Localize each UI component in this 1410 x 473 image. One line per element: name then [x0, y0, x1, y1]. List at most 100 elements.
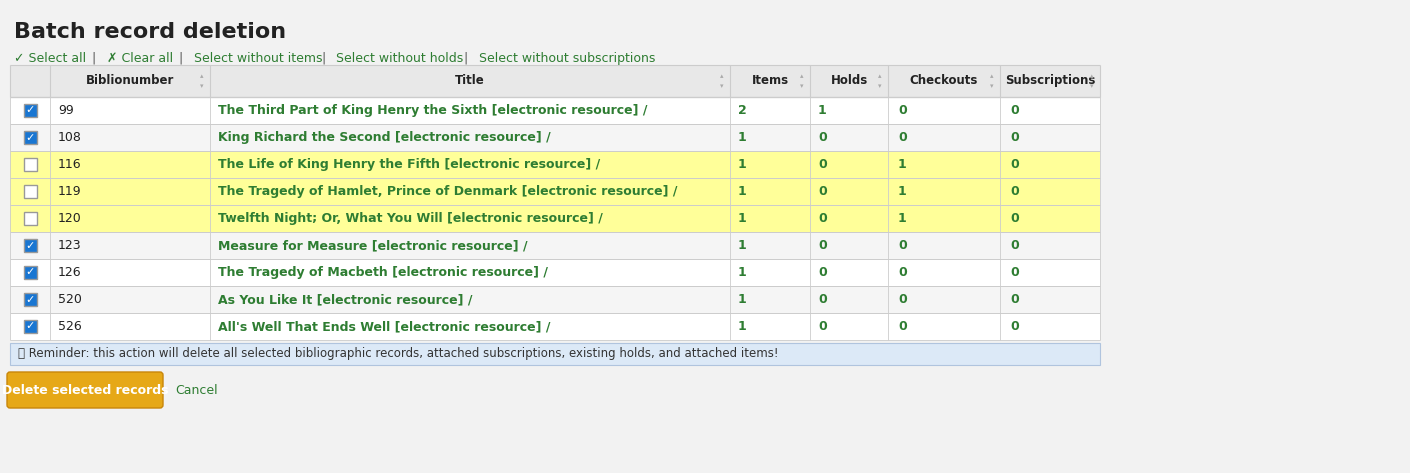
Text: 1: 1 [737, 320, 747, 333]
Text: ▾: ▾ [878, 83, 881, 89]
Text: Title: Title [455, 75, 485, 88]
Bar [10, 313, 1100, 340]
Text: 120: 120 [58, 212, 82, 225]
Text: ✗ Clear all: ✗ Clear all [107, 52, 173, 65]
Text: ▴: ▴ [721, 73, 723, 79]
Text: ✓: ✓ [25, 268, 35, 278]
Text: 0: 0 [1010, 266, 1019, 279]
Text: 0: 0 [818, 293, 826, 306]
Text: 0: 0 [1010, 293, 1019, 306]
Text: |: | [461, 52, 472, 65]
Text: 108: 108 [58, 131, 82, 144]
Text: All's Well That Ends Well [electronic resource] /: All's Well That Ends Well [electronic re… [219, 320, 550, 333]
Bar [10, 65, 1100, 97]
Text: 1: 1 [898, 185, 907, 198]
Text: 1: 1 [898, 212, 907, 225]
Text: |: | [89, 52, 100, 65]
Text: Biblionumber: Biblionumber [86, 75, 175, 88]
Text: 1: 1 [818, 104, 826, 117]
Text: The Tragedy of Macbeth [electronic resource] /: The Tragedy of Macbeth [electronic resou… [219, 266, 548, 279]
Text: 0: 0 [898, 320, 907, 333]
Text: ✓: ✓ [25, 105, 35, 115]
Bar [10, 205, 1100, 232]
Bar [24, 266, 37, 279]
Text: ▾: ▾ [990, 83, 994, 89]
Text: 0: 0 [818, 158, 826, 171]
Text: The Third Part of King Henry the Sixth [electronic resource] /: The Third Part of King Henry the Sixth [… [219, 104, 647, 117]
Text: 1: 1 [737, 239, 747, 252]
Text: 1: 1 [737, 131, 747, 144]
Text: The Tragedy of Hamlet, Prince of Denmark [electronic resource] /: The Tragedy of Hamlet, Prince of Denmark… [219, 185, 677, 198]
Text: 1: 1 [737, 266, 747, 279]
Text: 520: 520 [58, 293, 82, 306]
Text: 0: 0 [1010, 158, 1019, 171]
Text: ▴: ▴ [878, 73, 881, 79]
Text: ✓: ✓ [25, 132, 35, 142]
Text: 0: 0 [818, 266, 826, 279]
Text: Batch record deletion: Batch record deletion [14, 22, 286, 42]
Text: ▴: ▴ [1090, 73, 1094, 79]
Text: 0: 0 [898, 293, 907, 306]
Text: Select without subscriptions: Select without subscriptions [479, 52, 656, 65]
Bar [10, 259, 1100, 286]
Bar [10, 232, 1100, 259]
FancyBboxPatch shape [7, 372, 164, 408]
Text: ▾: ▾ [1090, 83, 1094, 89]
Bar [24, 239, 37, 252]
Bar [24, 104, 37, 117]
Text: Select without holds: Select without holds [337, 52, 464, 65]
Bar [24, 320, 37, 333]
Text: ▾: ▾ [801, 83, 804, 89]
Bar [24, 131, 37, 144]
Text: ▴: ▴ [200, 73, 204, 79]
Text: Checkouts: Checkouts [909, 75, 979, 88]
Bar [24, 185, 37, 198]
Text: 0: 0 [818, 185, 826, 198]
Text: 0: 0 [898, 266, 907, 279]
Text: 0: 0 [898, 131, 907, 144]
Text: 0: 0 [818, 131, 826, 144]
Text: 0: 0 [1010, 239, 1019, 252]
Bar [10, 97, 1100, 124]
Bar [24, 158, 37, 171]
Bar [10, 286, 1100, 313]
Text: Twelfth Night; Or, What You Will [electronic resource] /: Twelfth Night; Or, What You Will [electr… [219, 212, 603, 225]
Text: 0: 0 [818, 239, 826, 252]
Text: 1: 1 [737, 185, 747, 198]
Text: Subscriptions: Subscriptions [1005, 75, 1096, 88]
Text: 0: 0 [898, 239, 907, 252]
Bar [10, 178, 1100, 205]
Text: Holds: Holds [830, 75, 867, 88]
Text: Cancel: Cancel [175, 384, 217, 396]
Text: ▴: ▴ [990, 73, 994, 79]
Text: 0: 0 [1010, 185, 1019, 198]
Text: Items: Items [752, 75, 788, 88]
Text: 0: 0 [1010, 131, 1019, 144]
Text: |: | [175, 52, 188, 65]
Text: |: | [317, 52, 330, 65]
Text: Select without items: Select without items [193, 52, 323, 65]
Text: 123: 123 [58, 239, 82, 252]
Text: ✓: ✓ [25, 295, 35, 305]
Text: As You Like It [electronic resource] /: As You Like It [electronic resource] / [219, 293, 472, 306]
Text: ✓: ✓ [25, 240, 35, 251]
Text: ✓ Select all: ✓ Select all [14, 52, 86, 65]
Text: Measure for Measure [electronic resource] /: Measure for Measure [electronic resource… [219, 239, 527, 252]
Text: 1: 1 [898, 158, 907, 171]
Text: 1: 1 [737, 293, 747, 306]
Text: ▾: ▾ [200, 83, 204, 89]
Text: ✓: ✓ [25, 322, 35, 332]
Text: 99: 99 [58, 104, 73, 117]
Text: 0: 0 [898, 104, 907, 117]
Text: ▴: ▴ [801, 73, 804, 79]
Text: Delete selected records: Delete selected records [1, 384, 168, 396]
Text: 0: 0 [818, 320, 826, 333]
Text: 119: 119 [58, 185, 82, 198]
Text: 0: 0 [818, 212, 826, 225]
Bar [10, 124, 1100, 151]
Text: ❗ Reminder: this action will delete all selected bibliographic records, attached: ❗ Reminder: this action will delete all … [18, 348, 778, 360]
Text: 526: 526 [58, 320, 82, 333]
Bar [24, 293, 37, 306]
Text: 2: 2 [737, 104, 747, 117]
Text: ▾: ▾ [721, 83, 723, 89]
